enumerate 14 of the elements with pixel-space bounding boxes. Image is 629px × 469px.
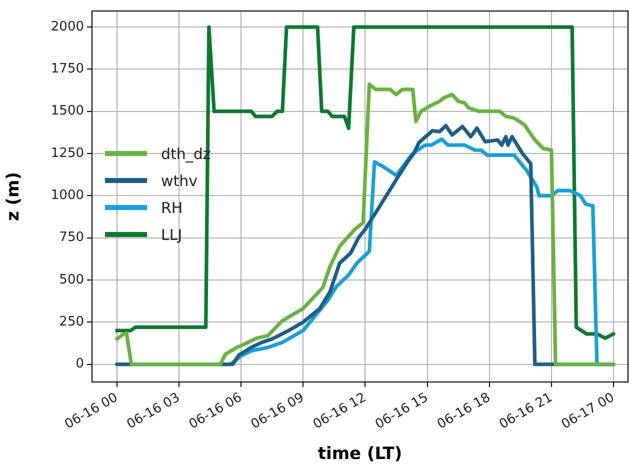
y-tick-label: 2000 xyxy=(50,19,84,34)
y-tick-label: 750 xyxy=(59,230,84,246)
y-tick-label: 1000 xyxy=(50,188,84,204)
y-tick-label: 1500 xyxy=(50,104,84,119)
x-axis-title: time (LT) xyxy=(318,444,402,464)
y-tick-label: 1250 xyxy=(50,146,84,161)
y-tick-label: 1750 xyxy=(50,62,84,77)
legend-label: RH xyxy=(161,198,183,216)
y-tick-label: 500 xyxy=(59,272,84,288)
legend-label: LLJ xyxy=(161,226,182,244)
legend-label: wthv xyxy=(161,172,198,190)
y-tick-label: 0 xyxy=(76,356,84,372)
y-tick-label: 250 xyxy=(59,314,84,330)
y-axis-title: z (m) xyxy=(4,172,24,222)
